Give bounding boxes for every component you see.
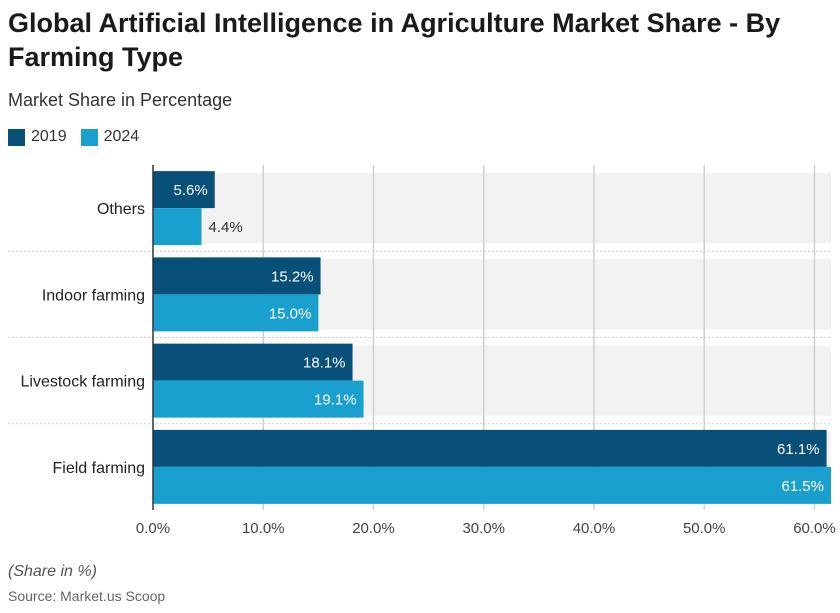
data-label: 4.4% [209,219,243,236]
footnote: (Share in %) [8,563,97,580]
data-label: 19.1% [314,392,357,409]
data-label: 61.1% [777,441,820,458]
chart-subtitle: Market Share in Percentage [8,90,233,110]
bar-2024 [153,466,831,504]
legend: 2019 2024 [8,128,153,146]
legend-item-2019: 2019 [8,128,67,146]
legend-item-2024: 2024 [80,128,140,146]
category-label: Livestock farming [21,374,146,391]
bar-2019 [153,171,215,209]
data-label: 15.0% [269,305,312,322]
category-label: Indoor farming [42,287,145,304]
category-label: Field farming [53,460,145,477]
data-label: 61.5% [781,478,824,495]
legend-label-2019: 2019 [31,128,67,145]
x-tick-label: 10.0% [242,520,285,537]
category-label: Others [97,201,145,218]
category-band [153,173,831,244]
bar-2019 [153,257,321,295]
source-note: Source: Market.us Scoop [8,588,166,604]
bar-2024 [153,380,364,418]
legend-swatch-2024 [80,128,98,146]
x-tick-label: 40.0% [573,520,616,537]
x-tick-label: 30.0% [462,520,505,537]
chart-title: Global Artificial Intelligence in Agricu… [8,8,781,72]
data-label: 15.2% [271,268,314,285]
x-tick-label: 60.0% [793,520,836,537]
x-tick-label: 0.0% [136,520,170,537]
x-tick-label: 20.0% [352,520,395,537]
x-tick-label: 50.0% [683,520,726,537]
bar-2024 [153,294,319,332]
bar-2024 [153,208,202,246]
bar-2019 [153,343,353,381]
legend-label-2024: 2024 [103,128,140,145]
legend-swatch-2019 [8,128,25,146]
bar-2019 [153,429,827,467]
data-label: 5.6% [174,182,208,199]
data-label: 18.1% [303,355,346,372]
